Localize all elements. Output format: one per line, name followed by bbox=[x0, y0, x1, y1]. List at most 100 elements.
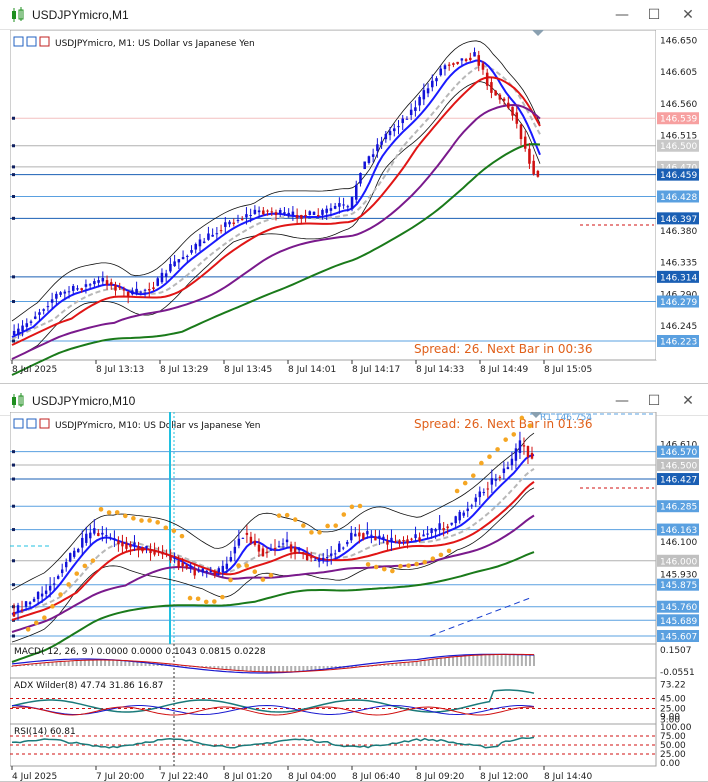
chart-window-m10[interactable]: USDJPYmicro,M10 — ☐ ✕ USDJPYmicro, M10: … bbox=[0, 386, 708, 782]
plot-area bbox=[9, 29, 657, 361]
m10-candle-body bbox=[32, 598, 36, 602]
price-tag bbox=[657, 295, 699, 308]
m1-candle-body bbox=[439, 68, 443, 76]
window-titlebar[interactable]: USDJPYmicro,M10 — ☐ ✕ bbox=[0, 386, 708, 416]
m1-candle-body bbox=[502, 98, 506, 101]
parabolic-sar-dot bbox=[252, 569, 258, 574]
macd-histogram-bar bbox=[75, 660, 78, 666]
m1-candle-body bbox=[257, 210, 261, 213]
m1-candle-body bbox=[401, 118, 404, 124]
m10-candle-body bbox=[530, 453, 534, 459]
parabolic-sar-dot bbox=[276, 513, 282, 518]
macd-histogram-bar bbox=[23, 664, 26, 666]
m1-candle-body bbox=[519, 124, 523, 140]
parabolic-sar-dot bbox=[147, 518, 152, 523]
chart-window-m1[interactable]: USDJPYmicro,M1 — ☐ ✕ USDJPYmicro, M1: US… bbox=[0, 0, 708, 384]
macd-histogram-bar bbox=[504, 654, 507, 666]
m1-candle-body bbox=[511, 106, 514, 116]
macd-histogram-bar bbox=[59, 661, 62, 666]
macd-histogram-bar bbox=[100, 660, 103, 666]
m10-candle-body bbox=[494, 479, 498, 481]
m10-candle-body bbox=[490, 478, 494, 485]
parabolic-sar-dot bbox=[357, 503, 363, 509]
macd-histogram-bar bbox=[383, 664, 386, 666]
m1-candle-body bbox=[270, 211, 274, 213]
m10-candle-body bbox=[506, 467, 510, 470]
level-handle bbox=[12, 116, 15, 120]
m1-candle-body bbox=[409, 109, 413, 115]
close-icon[interactable]: ✕ bbox=[682, 393, 694, 409]
indicator-list-icon bbox=[13, 36, 24, 47]
m1-candle-body bbox=[312, 211, 316, 215]
m10-candle-body bbox=[129, 544, 132, 548]
macd-histogram-bar bbox=[528, 654, 531, 666]
m10-candle-body bbox=[137, 546, 140, 551]
macd-histogram-bar bbox=[63, 661, 66, 666]
m1-candle-body bbox=[536, 170, 540, 177]
parabolic-sar-dot bbox=[98, 507, 104, 512]
m10-candle-body bbox=[205, 570, 208, 572]
m1-candle-body bbox=[114, 284, 117, 291]
m10-candle-body bbox=[201, 568, 204, 572]
parabolic-sar-dot bbox=[25, 627, 31, 632]
m10-candle-body bbox=[313, 559, 317, 561]
minimize-icon[interactable]: — bbox=[615, 7, 629, 23]
minimize-icon[interactable]: — bbox=[615, 393, 629, 409]
price-tag-label: 146.000 bbox=[660, 557, 697, 567]
parabolic-sar-dot bbox=[66, 582, 71, 587]
window-title: USDJPYmicro,M1 bbox=[32, 8, 129, 22]
rsi-scale-label: 75.00 bbox=[660, 732, 686, 742]
m1-candle-body bbox=[515, 112, 519, 124]
m1-candle-body bbox=[181, 257, 185, 260]
m1-candle-body bbox=[464, 59, 468, 62]
price-tag bbox=[657, 459, 699, 472]
m10-candle-body bbox=[20, 609, 24, 611]
macd-histogram-bar bbox=[322, 666, 325, 671]
price-label: 146.560 bbox=[660, 100, 697, 110]
m10-candle-body bbox=[28, 602, 32, 605]
m10-candle-body bbox=[36, 591, 40, 600]
price-tag-label: 146.279 bbox=[660, 298, 697, 308]
macd-histogram-bar bbox=[415, 661, 418, 666]
ma-green bbox=[11, 551, 535, 663]
price-chart-m1[interactable]: USDJPYmicro, M1: US Dollar vs Japanese Y… bbox=[9, 29, 708, 387]
m1-candle-body bbox=[262, 210, 265, 215]
rsi-scale-label: 100.00 bbox=[660, 723, 692, 733]
parabolic-sar-dot bbox=[503, 437, 508, 442]
price-chart-m10[interactable]: USDJPYmicro, M10: US Dollar vs Japanese … bbox=[9, 411, 708, 782]
maximize-icon[interactable]: ☐ bbox=[647, 393, 661, 409]
m1-candle-body bbox=[350, 197, 354, 210]
parabolic-sar-dot bbox=[381, 566, 387, 572]
parabolic-sar-dot bbox=[33, 620, 39, 626]
level-handle bbox=[12, 583, 15, 587]
m1-candle-body bbox=[300, 215, 303, 219]
time-label: 4 Jul 2025 bbox=[12, 772, 57, 782]
price-tag bbox=[657, 473, 699, 486]
price-tag-label: 146.570 bbox=[660, 448, 697, 458]
m10-candle-body bbox=[81, 537, 84, 548]
m10-candle-body bbox=[474, 497, 477, 502]
macd-histogram-bar bbox=[245, 666, 248, 672]
macd-histogram-bar bbox=[67, 660, 70, 666]
macd-histogram-bar bbox=[120, 660, 123, 666]
price-tag bbox=[657, 578, 699, 591]
macd-histogram-bar bbox=[168, 663, 171, 666]
m1-candle-body bbox=[160, 272, 164, 283]
m1-candle-body bbox=[371, 154, 375, 157]
m10-candle-body bbox=[273, 547, 277, 549]
m10-candle-body bbox=[289, 544, 293, 552]
rsi-scale-label: 50.00 bbox=[660, 741, 686, 751]
m10-candle-body bbox=[253, 540, 257, 545]
m10-candle-body bbox=[69, 553, 72, 562]
parabolic-sar-dot bbox=[171, 528, 177, 534]
price-tag-label: 146.500 bbox=[660, 142, 697, 152]
level-handle bbox=[12, 194, 15, 198]
window-titlebar[interactable]: USDJPYmicro,M1 — ☐ ✕ bbox=[0, 0, 708, 30]
close-icon[interactable]: ✕ bbox=[682, 7, 694, 23]
m10-candle-body bbox=[442, 528, 445, 531]
m1-candle-body bbox=[354, 184, 358, 200]
maximize-icon[interactable]: ☐ bbox=[647, 7, 661, 23]
m10-candle-body bbox=[277, 545, 281, 547]
macd-histogram-bar bbox=[286, 666, 289, 672]
macd-histogram-bar bbox=[209, 666, 212, 669]
